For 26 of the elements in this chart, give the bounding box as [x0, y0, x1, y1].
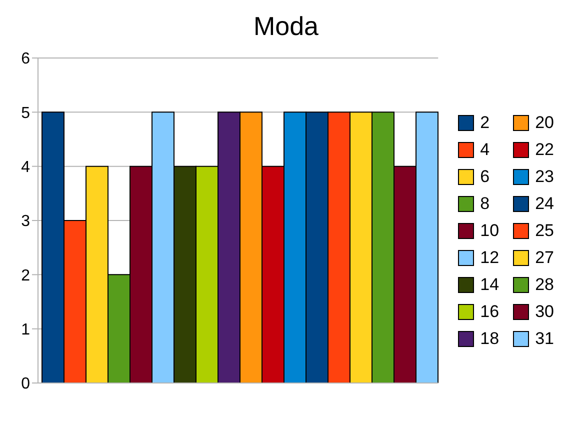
legend-label: 16	[480, 302, 500, 322]
y-tick-label: 2	[21, 267, 30, 284]
y-tick-label: 0	[21, 376, 30, 393]
legend-label: 10	[480, 220, 500, 240]
legend-label: 23	[535, 166, 554, 186]
legend-label: 20	[535, 112, 554, 132]
legend-label: 18	[480, 328, 500, 348]
legend-label: 6	[480, 166, 490, 186]
legend-label: 27	[535, 248, 554, 268]
legend-label: 31	[535, 328, 554, 348]
y-tick-label: 4	[21, 159, 30, 176]
y-tick-label: 3	[21, 213, 30, 230]
legend-label: 14	[480, 274, 500, 294]
legend-label: 24	[535, 194, 554, 214]
legend-label: 30	[535, 302, 554, 322]
legend-label: 4	[480, 140, 490, 160]
legend-label: 12	[480, 248, 500, 268]
chart-title: Moda	[252, 10, 320, 43]
legend-label: 22	[535, 140, 554, 160]
y-tick-label: 5	[21, 104, 30, 122]
legend-label: 25	[535, 220, 554, 240]
legend-label: 8	[480, 194, 490, 214]
y-tick-label: 6	[21, 50, 30, 68]
legend-label: 28	[535, 274, 554, 294]
y-tick-label: 1	[21, 322, 30, 339]
legend-label: 2	[480, 112, 490, 132]
